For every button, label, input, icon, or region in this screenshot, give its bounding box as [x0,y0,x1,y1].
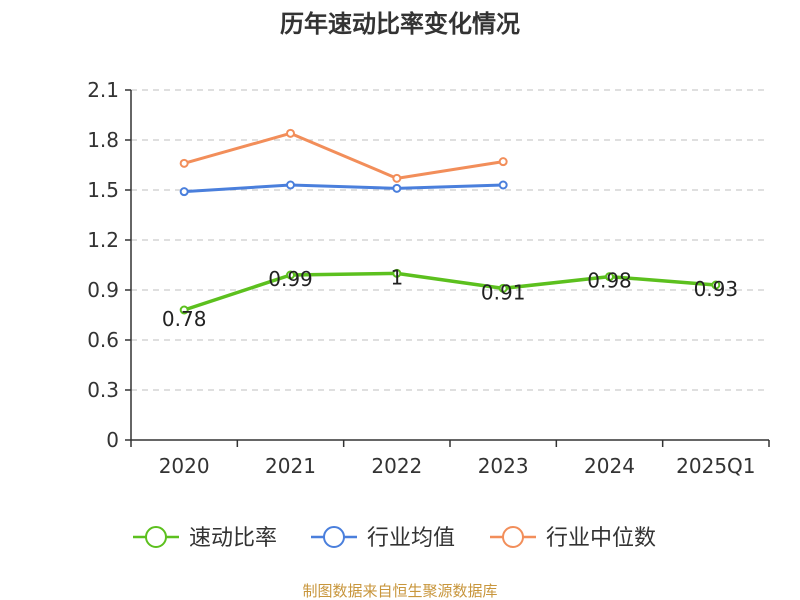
legend-label: 行业均值 [367,526,455,551]
data-point [605,272,614,282]
data-point [498,157,508,167]
chart-title: 历年速动比率变化情况 [280,10,520,38]
data-point [286,270,295,280]
y-tick-label: 1.8 [87,128,119,152]
y-tick-label: 2.1 [87,78,119,102]
data-point [711,280,721,290]
y-tick-label: 0.6 [87,328,119,352]
data-point [286,128,295,138]
y-tick-label: 0.9 [87,278,119,302]
data-point [392,183,402,193]
series-line [182,271,718,312]
legend-label: 行业中位数 [546,526,656,551]
legend-marker-icon [145,526,167,548]
legend: 速动比率 行业均值 行业中位数 [133,526,656,551]
series-line [182,183,505,194]
data-point [498,180,508,190]
data-point [286,180,295,190]
x-tick-label: 2025Q1 [676,454,755,478]
y-tick-label: 1.5 [87,178,119,202]
x-tick-label: 2022 [371,454,422,478]
data-label: 0.99 [268,267,313,291]
legend-marker-icon [323,526,345,548]
x-tick-label: 2021 [265,454,316,478]
y-tick-label: 0 [106,428,119,452]
plot-area: 0.78 0.99 1 0.91 0.98 0.93 [162,128,738,331]
data-point [392,268,402,278]
data-point [179,305,189,315]
data-label: 0.91 [481,280,526,304]
x-tick-label: 2023 [478,454,529,478]
x-tick-label: 2024 [584,454,635,478]
y-tick-label: 0.3 [87,378,119,402]
data-label: 1 [390,265,403,289]
legend-item[interactable]: 行业均值 [311,526,455,551]
legend-item[interactable]: 速动比率 [133,526,277,551]
legend-label: 速动比率 [189,526,277,551]
data-point [179,158,189,168]
y-tick-label: 1.2 [87,228,119,252]
data-label: 0.78 [162,307,207,331]
series-0: 0.78 0.99 1 0.91 0.98 0.93 [162,265,738,331]
data-point [392,173,402,183]
data-point [179,187,189,197]
grid [131,89,769,391]
series-line [182,131,505,180]
series-1 [179,180,508,197]
axes: 0 0.3 0.6 0.9 1.2 1.5 1.8 2.1 2020 2021 2022 2023 20… [87,78,770,478]
legend-item[interactable]: 行业中位数 [490,526,656,551]
data-label: 0.98 [587,269,632,293]
data-label: 0.93 [694,277,739,301]
x-tick-label: 2020 [159,454,210,478]
source-note: 制图数据来自恒生聚源数据库 [302,582,497,600]
series-2 [179,128,508,183]
legend-marker-icon [502,526,524,548]
data-point [498,283,508,293]
